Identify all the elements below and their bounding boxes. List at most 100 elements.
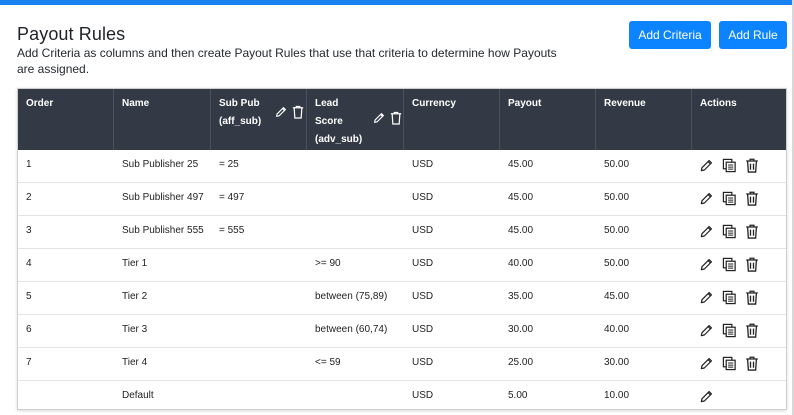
- cell-order: 6: [26, 324, 32, 335]
- cell-revenue: 40.00: [604, 324, 630, 335]
- column-header-revenue: Revenue: [596, 89, 692, 150]
- delete-icon[interactable]: [745, 191, 759, 206]
- cell-currency: USD: [412, 324, 434, 335]
- column-header-payout: Payout: [500, 89, 596, 150]
- cell-name: Tier 3: [122, 324, 148, 335]
- edit-icon[interactable]: [699, 191, 714, 206]
- edit-icon[interactable]: [699, 323, 714, 338]
- edit-icon[interactable]: [372, 111, 386, 125]
- cell-subpub: = 25: [219, 159, 239, 170]
- cell-currency: USD: [412, 159, 434, 170]
- cell-order: 7: [26, 357, 32, 368]
- column-label-revenue: Revenue: [604, 98, 646, 109]
- cell-payout: 5.00: [508, 390, 528, 401]
- cell-revenue: 50.00: [604, 192, 630, 203]
- copy-icon[interactable]: [722, 323, 737, 338]
- edit-icon[interactable]: [699, 224, 714, 239]
- column-label-order: Order: [26, 98, 54, 109]
- copy-icon[interactable]: [722, 191, 737, 206]
- table-row: 2 Sub Publisher 497 = 497 USD 45.00 50.00: [18, 183, 786, 216]
- row-actions: [699, 389, 714, 404]
- edit-icon[interactable]: [699, 290, 714, 305]
- add-rule-button[interactable]: Add Rule: [719, 21, 787, 49]
- edit-icon[interactable]: [699, 356, 714, 371]
- cell-payout: 35.00: [508, 291, 534, 302]
- copy-icon[interactable]: [722, 158, 737, 173]
- copy-icon[interactable]: [722, 224, 737, 239]
- table-row: 3 Sub Publisher 555 = 555 USD 45.00 50.00: [18, 216, 786, 249]
- table-row: 1 Sub Publisher 25 = 25 USD 45.00 50.00: [18, 150, 786, 183]
- cell-revenue: 10.00: [604, 390, 630, 401]
- cell-order: 3: [26, 225, 32, 236]
- cell-currency: USD: [412, 258, 434, 269]
- column-label-actions: Actions: [700, 98, 737, 109]
- table-row: 5 Tier 2 between (75,89) USD 35.00 45.00: [18, 282, 786, 315]
- cell-name: Tier 4: [122, 357, 148, 368]
- scrollbar-edge: [792, 0, 794, 415]
- edit-icon[interactable]: [274, 105, 288, 119]
- cell-order: 1: [26, 159, 32, 170]
- delete-icon[interactable]: [745, 158, 759, 173]
- cell-name: Sub Publisher 497: [122, 192, 204, 203]
- table-row: 4 Tier 1 >= 90 USD 40.00 50.00: [18, 249, 786, 282]
- column-label-lead-line1: Lead: [315, 98, 339, 109]
- cell-lead: <= 59: [315, 357, 341, 368]
- cell-revenue: 50.00: [604, 258, 630, 269]
- cell-payout: 45.00: [508, 192, 534, 203]
- cell-currency: USD: [412, 357, 434, 368]
- column-header-name: Name: [114, 89, 211, 150]
- cell-revenue: 50.00: [604, 225, 630, 236]
- delete-icon[interactable]: [745, 356, 759, 371]
- table-header: Order Name Sub Pub (aff_sub) Lead Score …: [18, 89, 786, 150]
- column-header-lead-score: Lead Score (adv_sub): [307, 89, 404, 150]
- cell-subpub: = 555: [219, 225, 245, 236]
- copy-icon[interactable]: [722, 356, 737, 371]
- cell-revenue: 50.00: [604, 159, 630, 170]
- row-actions: [699, 224, 759, 239]
- cell-name: Tier 1: [122, 258, 148, 269]
- delete-icon[interactable]: [745, 224, 759, 239]
- row-actions: [699, 290, 759, 305]
- column-label-subpub-line1: Sub Pub: [219, 98, 260, 109]
- copy-icon[interactable]: [722, 290, 737, 305]
- lead-header-actions: [372, 111, 402, 125]
- page-title: Payout Rules: [17, 24, 126, 44]
- cell-name: Tier 2: [122, 291, 148, 302]
- cell-subpub: = 497: [219, 192, 245, 203]
- add-criteria-button[interactable]: Add Criteria: [629, 21, 711, 49]
- row-actions: [699, 158, 759, 173]
- delete-icon[interactable]: [390, 111, 402, 125]
- column-header-order: Order: [18, 89, 114, 150]
- table-row: 7 Tier 4 <= 59 USD 25.00 30.00: [18, 348, 786, 381]
- cell-currency: USD: [412, 390, 434, 401]
- cell-lead: between (60,74): [315, 324, 388, 335]
- cell-currency: USD: [412, 192, 434, 203]
- column-label-payout: Payout: [508, 98, 542, 109]
- column-label-currency: Currency: [412, 98, 456, 109]
- delete-icon[interactable]: [745, 257, 759, 272]
- cell-payout: 45.00: [508, 159, 534, 170]
- copy-icon[interactable]: [722, 257, 737, 272]
- edit-icon[interactable]: [699, 158, 714, 173]
- edit-icon[interactable]: [699, 389, 714, 404]
- cell-order: 5: [26, 291, 32, 302]
- cell-payout: 40.00: [508, 258, 534, 269]
- edit-icon[interactable]: [699, 257, 714, 272]
- delete-icon[interactable]: [745, 323, 759, 338]
- column-label-lead-line2: Score: [315, 116, 343, 127]
- column-label-name: Name: [122, 98, 150, 109]
- column-label-subpub-line2: (aff_sub): [219, 116, 262, 127]
- cell-currency: USD: [412, 225, 434, 236]
- cell-revenue: 45.00: [604, 291, 630, 302]
- table-row-default: Default USD 5.00 10.00: [18, 381, 786, 410]
- cell-name: Default: [122, 390, 154, 401]
- cell-payout: 25.00: [508, 357, 534, 368]
- row-actions: [699, 356, 759, 371]
- page-description: Add Criteria as columns and then create …: [17, 46, 557, 76]
- column-label-lead-line3: (adv_sub): [315, 134, 363, 145]
- cell-revenue: 30.00: [604, 357, 630, 368]
- cell-payout: 45.00: [508, 225, 534, 236]
- delete-icon[interactable]: [292, 105, 304, 119]
- delete-icon[interactable]: [745, 290, 759, 305]
- cell-order: 2: [26, 192, 32, 203]
